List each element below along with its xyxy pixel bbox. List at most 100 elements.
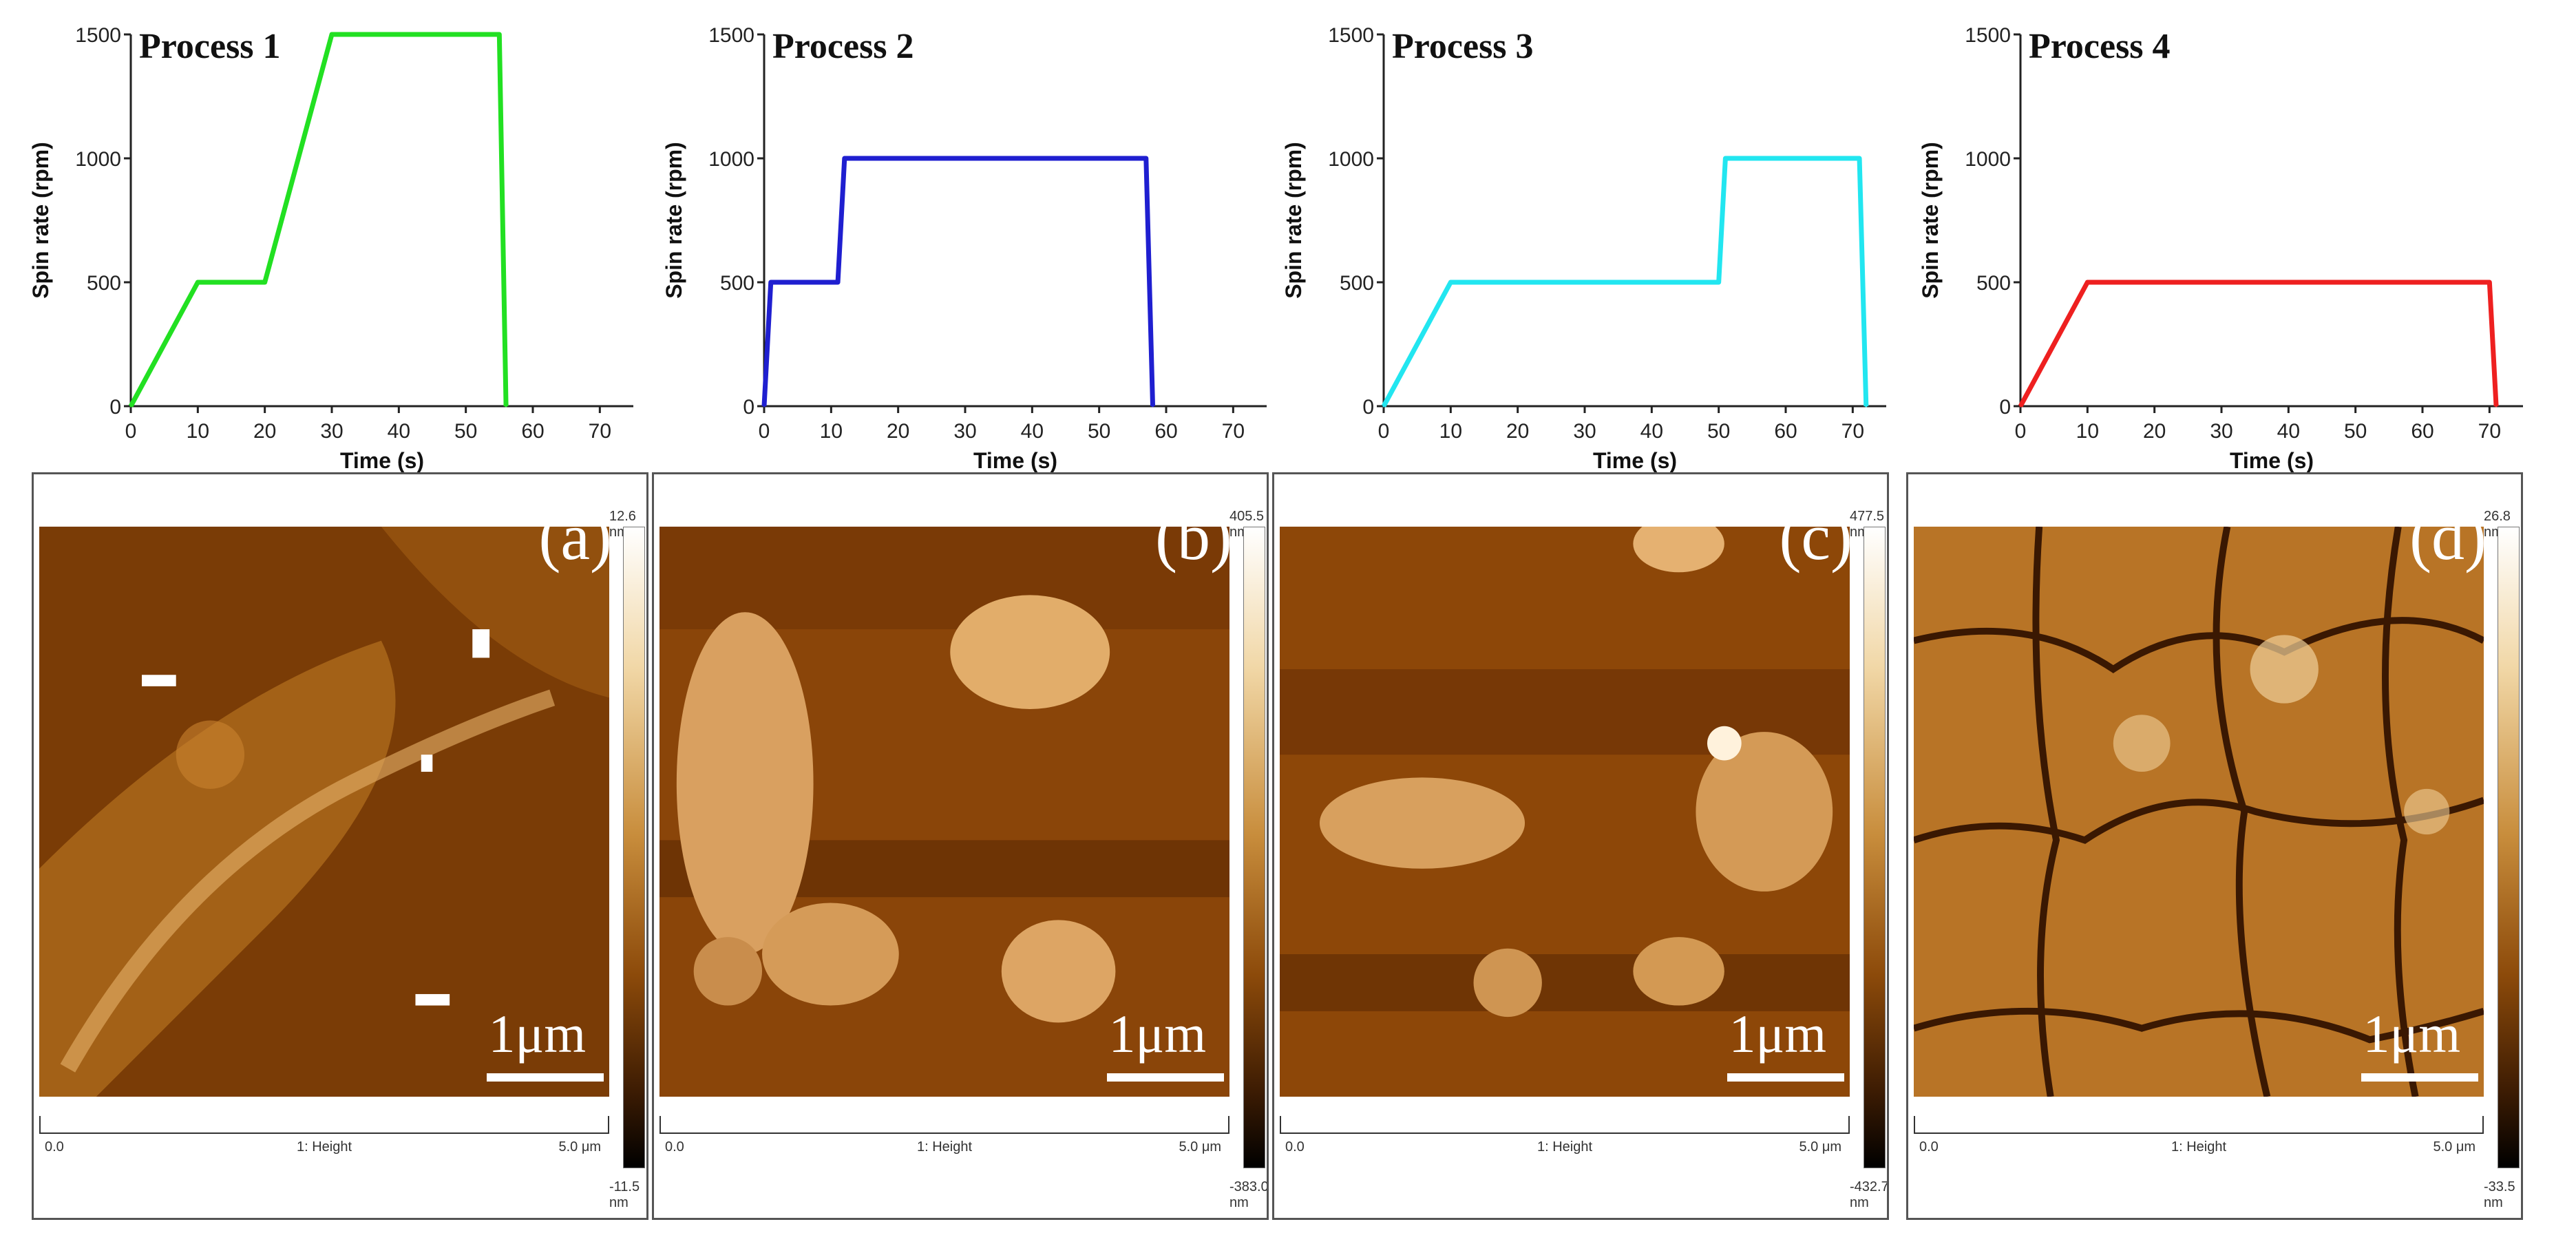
axis-end: 5.0 μm [1179,1139,1221,1155]
spin-rate-point [1152,405,1154,408]
spin-chart-4: 0 10 20 30 40 50 60 70 0 500 1000 1500 Process 4 Time… [1918,24,2523,473]
scale-bar [487,1073,604,1082]
x-tick-label: 10 [820,420,843,443]
x-tick-label: 10 [187,420,209,443]
scale-bar-label: 1μm [1729,1004,1827,1064]
y-tick-label: 1000 [708,148,754,171]
channel-label: 1: Height [916,1139,973,1155]
chart-title: Process 2 [772,27,914,66]
x-tick-label: 0 [1378,420,1390,443]
x-tick-label: 40 [1021,420,1044,443]
spin-rate-point [196,281,199,284]
x-tick-label: 40 [1640,420,1663,443]
x-tick-label: 0 [2015,420,2027,443]
x-axis-label: Time (s) [340,448,424,473]
panel-label: (a) [538,500,612,573]
channel-label: 1: Height [296,1139,352,1155]
scale-bar [2361,1073,2478,1082]
spin-chart-2: 0 10 20 30 40 50 60 70 0 500 1000 1500 Process 2 Time… [662,24,1267,473]
x-tick-label: 60 [2411,420,2434,443]
x-tick-label: 30 [1573,420,1596,443]
y-tick-label: 0 [109,396,121,419]
x-tick-label: 60 [521,420,544,443]
x-tick-label: 60 [1154,420,1177,443]
axis-start: 0.0 [665,1139,684,1155]
y-tick-label: 0 [743,396,754,419]
x-tick-label: 50 [1707,420,1730,443]
y-axis-label: Spin rate (rpm) [28,142,53,299]
channel-label: 1: Height [2171,1139,2227,1155]
chart-title: Process 1 [139,27,281,66]
spin-rate-point [1724,157,1727,160]
channel-label: 1: Height [1537,1139,1593,1155]
y-tick-label: 1000 [1328,148,1374,171]
scale-bar [1107,1073,1224,1082]
x-tick-label: 30 [2210,420,2232,443]
x-tick-label: 50 [2344,420,2367,443]
spin-rate-point [1865,405,1868,408]
spin-rate-point [330,33,333,36]
spin-rate-point [836,281,839,284]
axis-start: 0.0 [45,1139,64,1155]
spin-rate-point [505,405,507,408]
y-axis-label: Spin rate (rpm) [662,142,686,299]
x-tick-label: 30 [953,420,976,443]
x-tick-label: 70 [2478,420,2501,443]
spin-rate-point [2019,405,2022,408]
y-tick-label: 1500 [708,24,754,47]
x-tick-label: 20 [887,420,909,443]
panel-label: (c) [1779,500,1852,573]
y-tick-label: 500 [1976,272,2011,295]
x-tick-label: 40 [2277,420,2300,443]
colorbar-min: -383.0 nm [1229,1179,1269,1210]
x-tick-label: 20 [253,420,276,443]
afm-image-d [1914,527,2484,1097]
axis-start: 0.0 [1919,1139,1939,1155]
x-tick-label: 60 [1774,420,1797,443]
colorbar-min: -432.7 nm [1850,1179,1889,1210]
y-axis-label: Spin rate (rpm) [1918,142,1943,299]
spin-rate-series-line [2018,280,2499,408]
spin-rate-point [843,157,846,160]
panel-label: (b) [1155,500,1232,573]
x-tick-label: 10 [2076,420,2099,443]
height-colorbar [623,527,645,1168]
spin-rate-point [2086,281,2089,284]
x-tick-label: 0 [125,420,137,443]
x-axis-bracket [39,1116,609,1134]
x-tick-label: 30 [320,420,343,443]
panel-label: (d) [2409,500,2487,573]
spin-rate-point [1718,281,1720,284]
spin-chart-1: 0 10 20 30 40 50 60 70 0 500 1000 1500 Process 1 Time… [28,24,633,473]
afm-image-a [39,527,609,1097]
spin-rate-series-line [761,156,1156,407]
y-tick-label: 1500 [1965,24,2011,47]
afm-panel-c: (c) 1μm 477.5 nm -432.7 nm 0.0 1: Height… [1272,472,1889,1220]
spin-rate-point [1382,405,1385,408]
x-tick-label: 70 [589,420,611,443]
height-colorbar [1243,527,1265,1168]
axis-end: 5.0 μm [1799,1139,1841,1155]
height-colorbar [1864,527,1886,1168]
spin-chart-3: 0 10 20 30 40 50 60 70 0 500 1000 1500 Process 3 Time… [1281,24,1886,473]
y-tick-label: 1000 [75,148,121,171]
afm-panel-d: (d) 1μm 26.8 nm -33.5 nm 0.0 1: Height 5… [1906,472,2523,1220]
height-colorbar [2498,527,2520,1168]
x-axis-label: Time (s) [973,448,1057,473]
y-tick-label: 500 [720,272,754,295]
spin-rate-point [264,281,266,284]
x-tick-label: 70 [1222,420,1245,443]
chart-title: Process 4 [2029,27,2171,66]
spin-rate-point [2495,405,2498,408]
afm-panel-a: (a) 1μm 12.6 nm -11.5 nm 0.0 1: Height 5… [32,472,648,1220]
x-axis-label: Time (s) [1593,448,1677,473]
y-tick-label: 0 [1999,396,2011,419]
spin-rate-point [1145,157,1148,160]
spin-rate-point [1449,281,1452,284]
spin-rate-point [770,281,772,284]
axis-end: 5.0 μm [558,1139,601,1155]
x-tick-label: 50 [1088,420,1110,443]
x-tick-label: 40 [388,420,410,443]
afm-image-b [659,527,1229,1097]
